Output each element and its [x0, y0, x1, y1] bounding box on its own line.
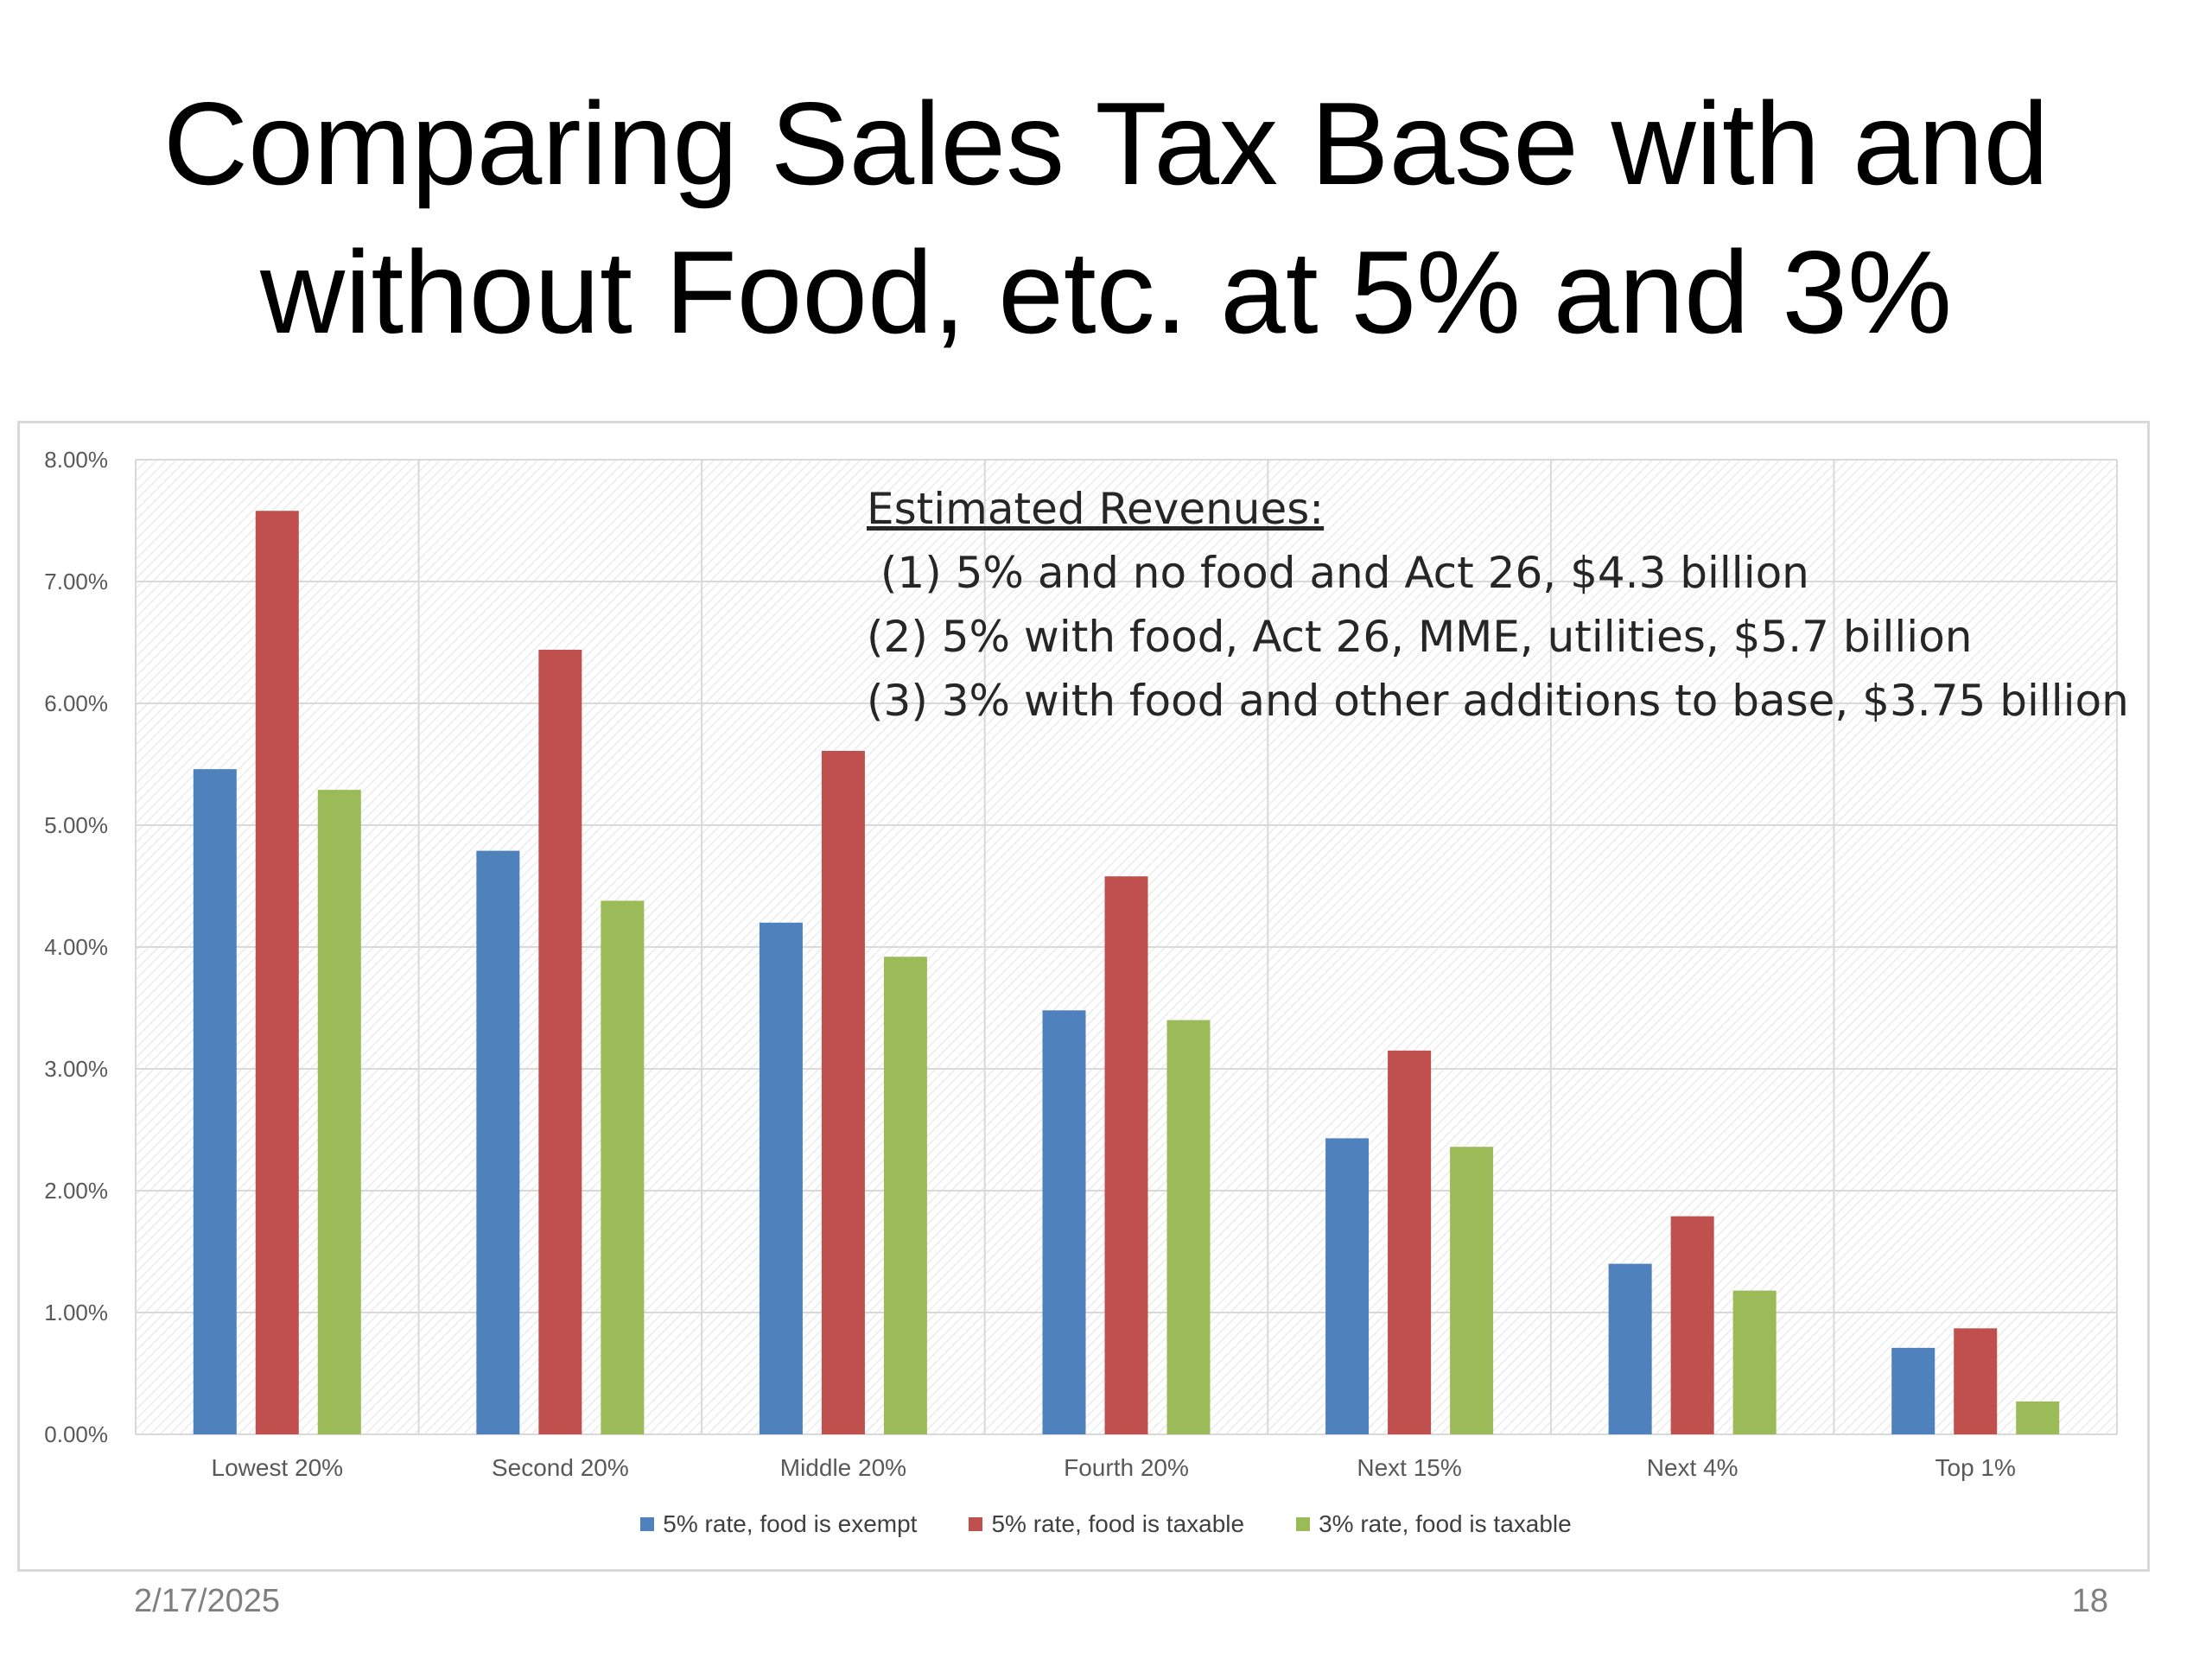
slide-title: Comparing Sales Tax Base with and withou… — [130, 69, 2082, 366]
y-tick-label: 3.00% — [44, 1056, 108, 1082]
bar-1-2 — [476, 850, 520, 1434]
bar-3-6 — [1732, 1290, 1777, 1434]
x-tick-label: Second 20% — [492, 1454, 629, 1481]
chart-legend: 5% rate, food is exempt 5% rate, food is… — [0, 1510, 2212, 1538]
bar-2-7 — [1954, 1328, 1998, 1434]
legend-item-series-2: 5% rate, food is taxable — [969, 1510, 1244, 1538]
x-tick-label: Top 1% — [1936, 1454, 2016, 1481]
x-tick-label: Next 4% — [1647, 1454, 1738, 1481]
annotation-line-3: (3) 3% with food and other additions to … — [867, 676, 2129, 726]
annotation-heading: Estimated Revenues: — [867, 484, 1325, 534]
bars — [193, 511, 2060, 1434]
x-tick-label: Middle 20% — [780, 1454, 906, 1481]
y-tick-label: 0.00% — [44, 1421, 108, 1447]
legend-label-series-2: 5% rate, food is taxable — [991, 1510, 1245, 1537]
y-tick-label: 1.00% — [44, 1300, 108, 1325]
y-tick-label: 8.00% — [44, 447, 108, 473]
bar-1-4 — [1042, 1010, 1086, 1434]
revenue-annotation: Estimated Revenues: (1) 5% and no food a… — [867, 477, 2129, 733]
bar-2-6 — [1670, 1216, 1714, 1434]
bar-1-3 — [759, 922, 803, 1434]
bar-1-6 — [1608, 1263, 1652, 1434]
legend-swatch-series-3 — [1296, 1517, 1311, 1531]
legend-swatch-series-2 — [969, 1517, 983, 1531]
legend-label-series-3: 3% rate, food is taxable — [1319, 1510, 1572, 1537]
y-tick-label: 5.00% — [44, 812, 108, 838]
bar-1-7 — [1891, 1347, 1936, 1434]
bar-1-1 — [193, 769, 237, 1434]
bar-2-2 — [538, 649, 582, 1434]
bar-2-5 — [1388, 1050, 1432, 1434]
bar-2-3 — [821, 750, 865, 1434]
legend-label-series-1: 5% rate, food is exempt — [663, 1510, 918, 1537]
bar-3-1 — [317, 790, 361, 1434]
bar-3-5 — [1450, 1147, 1494, 1434]
bar-2-1 — [255, 511, 299, 1434]
slide-title-line-2: without Food, etc. at 5% and 3% — [259, 226, 1953, 358]
annotation-line-1: (1) 5% and no food and Act 26, $4.3 bill… — [867, 548, 1809, 598]
legend-swatch-series-1 — [640, 1517, 655, 1531]
legend-item-series-3: 3% rate, food is taxable — [1296, 1510, 1572, 1538]
x-tick-label: Fourth 20% — [1064, 1454, 1189, 1481]
bar-1-5 — [1325, 1138, 1370, 1434]
y-tick-label: 2.00% — [44, 1178, 108, 1204]
y-tick-label: 6.00% — [44, 690, 108, 716]
annotation-line-2: (2) 5% with food, Act 26, MME, utilities… — [867, 612, 1973, 662]
x-tick-label: Next 15% — [1357, 1454, 1461, 1481]
bar-3-4 — [1166, 1020, 1211, 1434]
legend-item-series-1: 5% rate, food is exempt — [640, 1510, 917, 1538]
bar-3-3 — [883, 957, 927, 1434]
y-tick-label: 7.00% — [44, 569, 108, 594]
slide-date: 2/17/2025 — [134, 1583, 281, 1619]
x-tick-label: Lowest 20% — [212, 1454, 344, 1481]
x-axis-ticks: Lowest 20% Second 20% Middle 20% Fourth 20%… — [212, 1454, 2016, 1481]
y-tick-label: 4.00% — [44, 934, 108, 960]
bar-3-2 — [601, 900, 645, 1434]
y-axis-ticks: 0.00% 1.00% 2.00% 3.00% 4.00% 5.00% 6.00% 7.00%… — [44, 447, 108, 1447]
bar-2-4 — [1104, 876, 1148, 1434]
slide-page-number: 18 — [2071, 1583, 2108, 1619]
slide-title-line-1: Comparing Sales Tax Base with and — [162, 78, 2050, 209]
bar-3-7 — [2016, 1401, 2060, 1434]
